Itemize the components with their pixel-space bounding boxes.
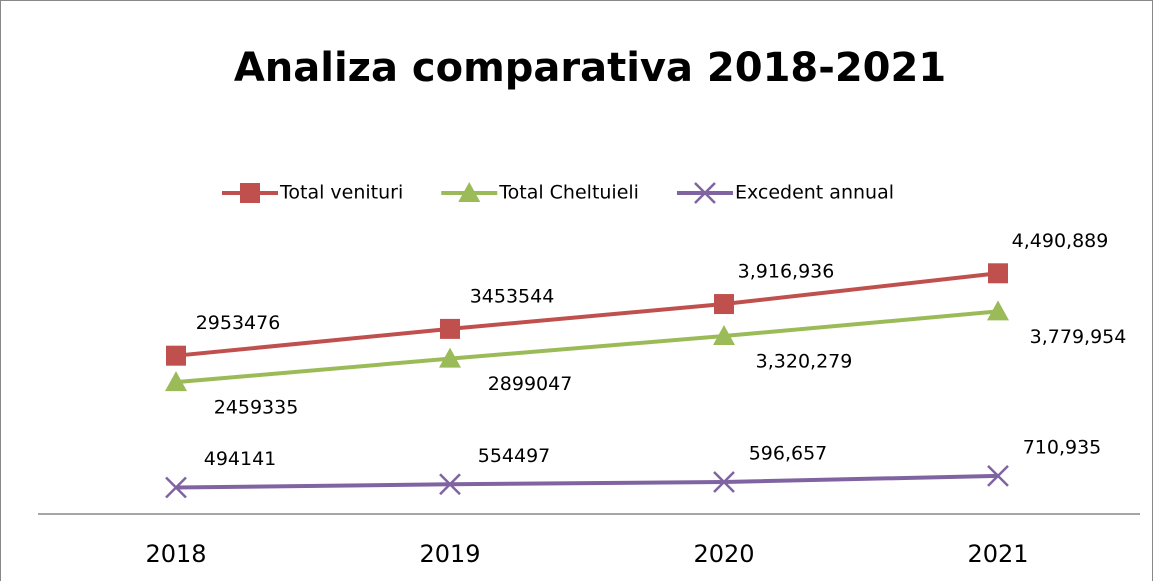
legend-marker — [240, 183, 260, 203]
data-label: 710,935 — [1023, 436, 1102, 458]
series-line — [175, 271, 999, 358]
legend-label: Total Cheltuieli — [498, 182, 639, 204]
data-point — [439, 347, 461, 368]
data-label: 3,916,936 — [738, 261, 835, 283]
data-label: 554497 — [478, 445, 551, 467]
series-line — [175, 473, 999, 490]
data-label: 2899047 — [488, 373, 573, 395]
x-tick-label: 2019 — [419, 540, 480, 568]
data-point — [713, 325, 735, 346]
data-label: 494141 — [204, 448, 277, 470]
legend-label: Total venituri — [279, 182, 403, 204]
data-label: 2459335 — [214, 397, 299, 419]
data-point — [713, 471, 735, 493]
x-tick-label: 2020 — [693, 540, 754, 568]
data-label: 596,657 — [749, 443, 828, 465]
data-label: 3453544 — [470, 285, 555, 307]
x-tick-label: 2021 — [967, 540, 1028, 568]
chart-title: Analiza comparativa 2018-2021 — [234, 45, 946, 91]
legend-marker — [694, 182, 716, 204]
data-label: 3,779,954 — [1030, 326, 1127, 348]
data-point — [165, 371, 187, 392]
data-point — [165, 476, 187, 499]
data-label: 3,320,279 — [756, 351, 853, 373]
data-point — [988, 263, 1008, 284]
data-point — [987, 465, 1009, 487]
data-point — [714, 294, 734, 315]
data-point — [440, 318, 460, 339]
data-label: 2953476 — [196, 312, 281, 334]
legend-label: Excedent annual — [735, 182, 894, 204]
data-label: 4,490,889 — [1012, 230, 1109, 252]
data-point — [439, 473, 461, 496]
series-line — [175, 309, 999, 385]
data-point — [166, 345, 186, 366]
legend-marker — [458, 182, 481, 202]
data-point — [987, 300, 1009, 321]
x-tick-label: 2018 — [145, 540, 206, 568]
